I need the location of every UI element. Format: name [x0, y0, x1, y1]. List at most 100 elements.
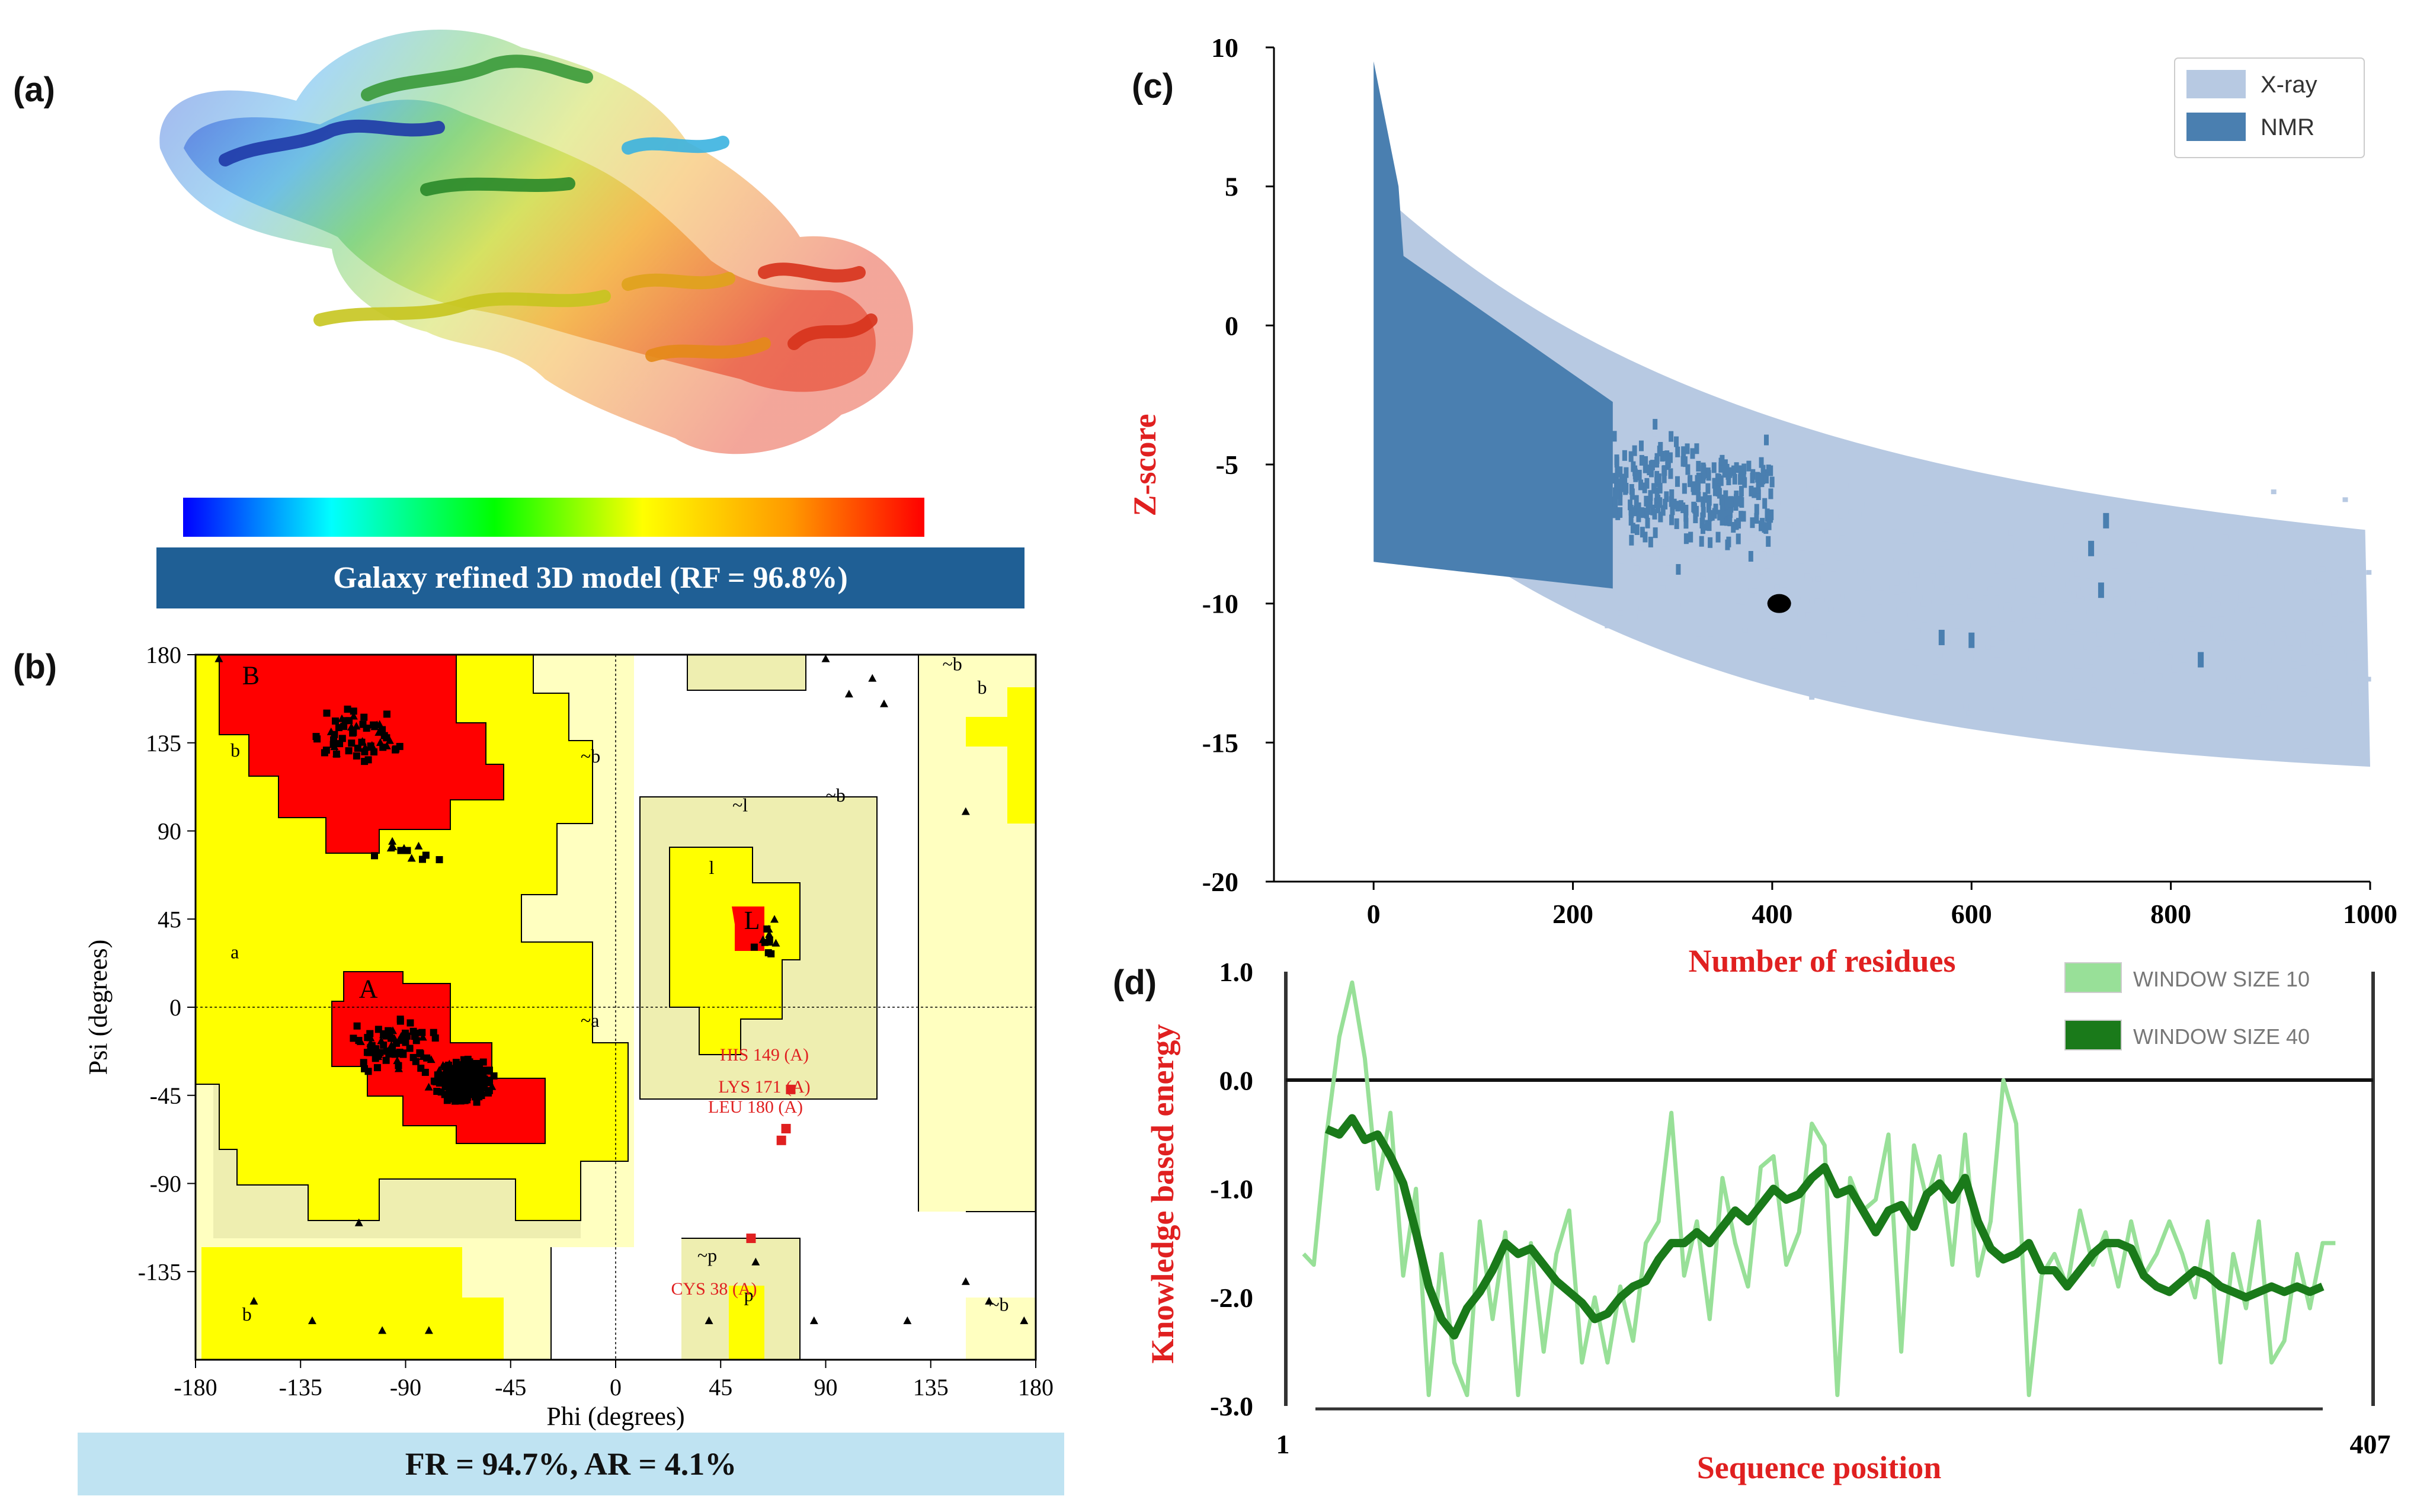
window10-line: [1302, 980, 2336, 1398]
xray-point: [1887, 460, 1893, 465]
xray-point: [2342, 497, 2348, 502]
rama-residue-point: [353, 752, 360, 760]
nmr-point: [1690, 448, 1695, 459]
nmr-point: [1648, 497, 1653, 508]
rama-residue-point: [376, 1049, 384, 1056]
xray-point: [1621, 508, 1627, 514]
rama-residue-point: [399, 1036, 406, 1044]
xray-point: [2288, 577, 2294, 582]
nmr-point: [1766, 536, 1771, 547]
xray-point: [2166, 665, 2172, 670]
rama-region-label: b: [242, 1303, 252, 1325]
xray-point: [2086, 649, 2092, 654]
xray-point: [1973, 656, 1979, 661]
xray-point: [2077, 664, 2083, 669]
xray-point: [2007, 637, 2013, 642]
xray-point: [2053, 581, 2058, 587]
nmr-point: [1762, 498, 1768, 509]
xray-point: [1699, 566, 1705, 571]
xray-point: [1799, 592, 1805, 598]
rama-ytick-label: 45: [158, 906, 181, 933]
xray-point: [2125, 596, 2131, 601]
nmr-point: [1694, 443, 1699, 454]
rama-residue-point: [350, 1034, 357, 1042]
xray-point: [2270, 696, 2276, 701]
rama-region-label: b: [230, 739, 240, 761]
xray-point: [1828, 607, 1834, 612]
rama-glycine-point: [214, 654, 223, 662]
nmr-point: [1657, 446, 1662, 457]
rama-residue-point: [364, 1068, 372, 1075]
nmr-point: [1669, 489, 1675, 500]
rama-residue-point: [418, 1029, 426, 1036]
z-ytick-label: 0: [1225, 310, 1238, 341]
xray-point: [2036, 675, 2042, 681]
xray-point: [1891, 524, 1897, 530]
rama-glycine-point: [985, 1296, 994, 1305]
nmr-point: [1756, 482, 1761, 494]
xray-point: [1733, 513, 1739, 518]
xray-point: [1805, 612, 1811, 617]
nmr-point: [1750, 517, 1755, 528]
rama-outlier-label: HIS 149 (A): [720, 1045, 809, 1065]
xray-point: [1962, 646, 1968, 652]
xray-point: [2083, 645, 2089, 650]
rama-outlier-label: LYS 171 (A): [718, 1077, 810, 1097]
xray-point: [1913, 532, 1919, 537]
xray-point: [1821, 634, 1827, 639]
nmr-point: [1636, 511, 1641, 523]
rama-residue-point: [370, 748, 378, 756]
xray-point: [1808, 506, 1814, 511]
xray-point: [2197, 590, 2202, 595]
xray-point: [2028, 648, 2034, 653]
rama-glycine-point: [751, 1257, 760, 1266]
xray-point: [2330, 587, 2336, 592]
nmr-point: [1615, 466, 1620, 478]
xray-point: [1797, 613, 1803, 618]
xray-point: [1813, 590, 1818, 595]
xray-point: [1948, 600, 1954, 605]
xray-point: [2091, 687, 2097, 693]
xray-point: [1852, 569, 1858, 574]
xray-point: [1733, 550, 1739, 556]
nmr-point: [1712, 478, 1717, 489]
xray-point: [2307, 639, 2313, 645]
xray-point: [1965, 563, 1971, 568]
xray-point: [1714, 497, 1720, 502]
xray-point: [2252, 553, 2258, 558]
xray-point: [2211, 613, 2217, 618]
nmr-point: [1644, 495, 1649, 507]
nmr-point: [1639, 454, 1644, 466]
legend-window40-swatch: [2064, 1020, 2122, 1050]
xray-point: [1865, 585, 1871, 591]
nmr-point: [1700, 512, 1705, 523]
xray-point: [1680, 603, 1686, 608]
rama-residue-point: [461, 1097, 469, 1104]
xray-point: [2366, 570, 2372, 575]
rama-xtick-label: 0: [610, 1374, 622, 1401]
xray-point: [2188, 546, 2194, 551]
rama-glycine-point: [465, 1082, 474, 1091]
xray-point: [1977, 600, 1983, 606]
xray-point: [1632, 485, 1638, 491]
rama-glycine-point: [821, 654, 830, 662]
rama-residue-point: [354, 744, 361, 752]
rama-residue-point: [406, 1045, 414, 1052]
xray-point: [1814, 598, 1820, 604]
xray-point: [2159, 641, 2165, 646]
rama-outlier-point: [781, 1123, 791, 1133]
xray-point: [1973, 597, 1978, 602]
xray-point: [2326, 592, 2332, 597]
xray-point: [1654, 438, 1660, 444]
xray-point: [2320, 566, 2326, 572]
xray-point: [1910, 597, 1916, 602]
rama-residue-point: [353, 1022, 361, 1030]
xray-point: [2346, 551, 2352, 556]
xray-point: [2319, 674, 2325, 679]
xray-point: [2093, 592, 2099, 597]
xray-point: [2295, 643, 2301, 648]
xray-point: [2053, 697, 2058, 703]
xray-point: [1891, 574, 1897, 579]
xray-point: [2100, 613, 2106, 618]
xray-point: [1625, 515, 1631, 520]
